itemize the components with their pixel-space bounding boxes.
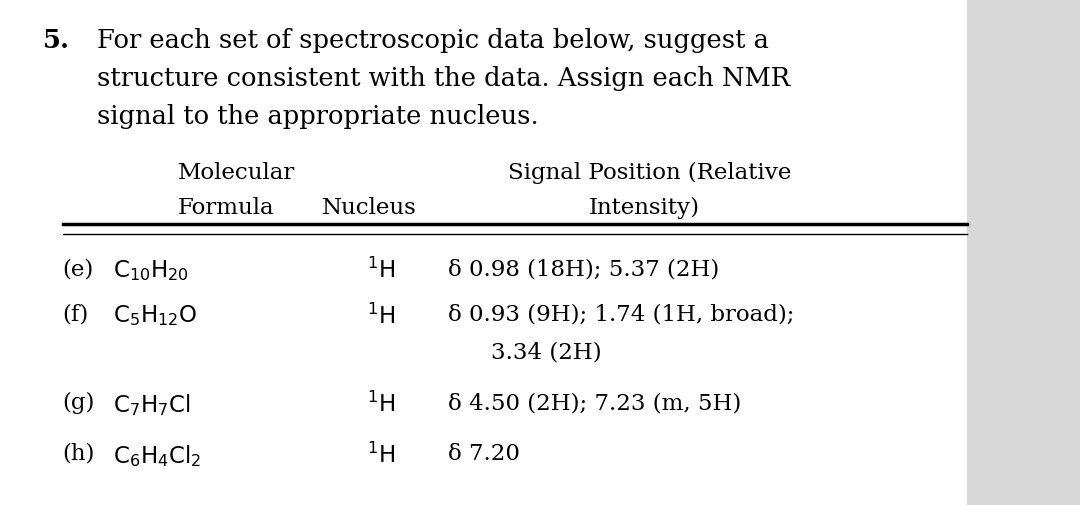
Text: $\mathdefault{{}^1H}$: $\mathdefault{{}^1H}$: [367, 303, 395, 328]
Text: (g): (g): [63, 391, 95, 414]
Text: $\mathdefault{{}^1H}$: $\mathdefault{{}^1H}$: [367, 258, 395, 283]
Text: (f): (f): [63, 303, 89, 325]
Text: Molecular: Molecular: [178, 162, 296, 183]
Text: $\mathdefault{C_6H_4Cl_2}$: $\mathdefault{C_6H_4Cl_2}$: [113, 442, 202, 468]
Text: δ 0.98 (18H); 5.37 (2H): δ 0.98 (18H); 5.37 (2H): [448, 258, 719, 279]
Text: $\mathdefault{C_5H_{12}O}$: $\mathdefault{C_5H_{12}O}$: [113, 303, 198, 328]
Text: signal to the appropriate nucleus.: signal to the appropriate nucleus.: [97, 104, 539, 128]
Text: For each set of spectroscopic data below, suggest a: For each set of spectroscopic data below…: [97, 28, 769, 53]
Text: δ 4.50 (2H); 7.23 (m, 5H): δ 4.50 (2H); 7.23 (m, 5H): [448, 391, 742, 413]
Text: 5.: 5.: [43, 28, 70, 53]
Text: (e): (e): [63, 258, 94, 279]
Text: $\mathdefault{{}^1H}$: $\mathdefault{{}^1H}$: [367, 442, 395, 467]
Text: (h): (h): [63, 442, 95, 464]
Text: δ 7.20: δ 7.20: [448, 442, 521, 464]
Text: structure consistent with the data. Assign each NMR: structure consistent with the data. Assi…: [97, 66, 791, 90]
Text: 3.34 (2H): 3.34 (2H): [491, 341, 602, 363]
Text: Formula: Formula: [178, 197, 274, 219]
Text: Intensity): Intensity): [589, 197, 700, 219]
Text: δ 0.93 (9H); 1.74 (1H, broad);: δ 0.93 (9H); 1.74 (1H, broad);: [448, 303, 795, 325]
Text: $\mathdefault{C_{10}H_{20}}$: $\mathdefault{C_{10}H_{20}}$: [113, 258, 189, 282]
Text: Nucleus: Nucleus: [322, 197, 417, 219]
Text: $\mathdefault{C_7H_7Cl}$: $\mathdefault{C_7H_7Cl}$: [113, 391, 191, 417]
Text: $\mathdefault{{}^1H}$: $\mathdefault{{}^1H}$: [367, 391, 395, 417]
Text: Signal Position (Relative: Signal Position (Relative: [508, 162, 791, 184]
